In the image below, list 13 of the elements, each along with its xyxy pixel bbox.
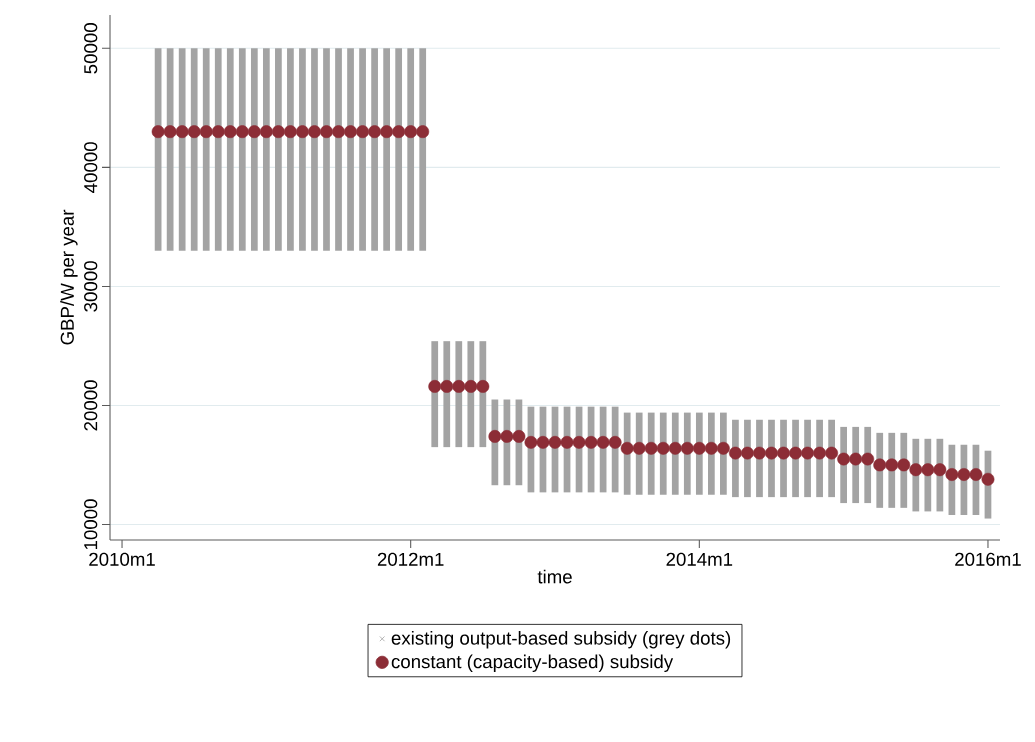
y-tick-label: 50000 bbox=[84, 23, 98, 74]
x-tick-label: 2016m1 bbox=[955, 552, 1021, 566]
y-tick-label: 30000 bbox=[84, 261, 98, 312]
x-tick-label: 2014m1 bbox=[666, 552, 733, 566]
x-axis-title: time bbox=[537, 569, 572, 584]
y-tick-label: 10000 bbox=[84, 499, 98, 550]
y-tick-label: 20000 bbox=[84, 380, 98, 431]
x-tick-label: 2012m1 bbox=[377, 552, 444, 566]
y-axis-title: GBP/W per year bbox=[60, 209, 78, 345]
y-tick-label: 40000 bbox=[84, 142, 98, 193]
x-tick-label: 2010m1 bbox=[89, 552, 155, 566]
legend-label: constant (capacity-based) subsidy bbox=[391, 654, 674, 672]
legend-label: existing output-based subsidy (grey dots) bbox=[391, 631, 731, 649]
